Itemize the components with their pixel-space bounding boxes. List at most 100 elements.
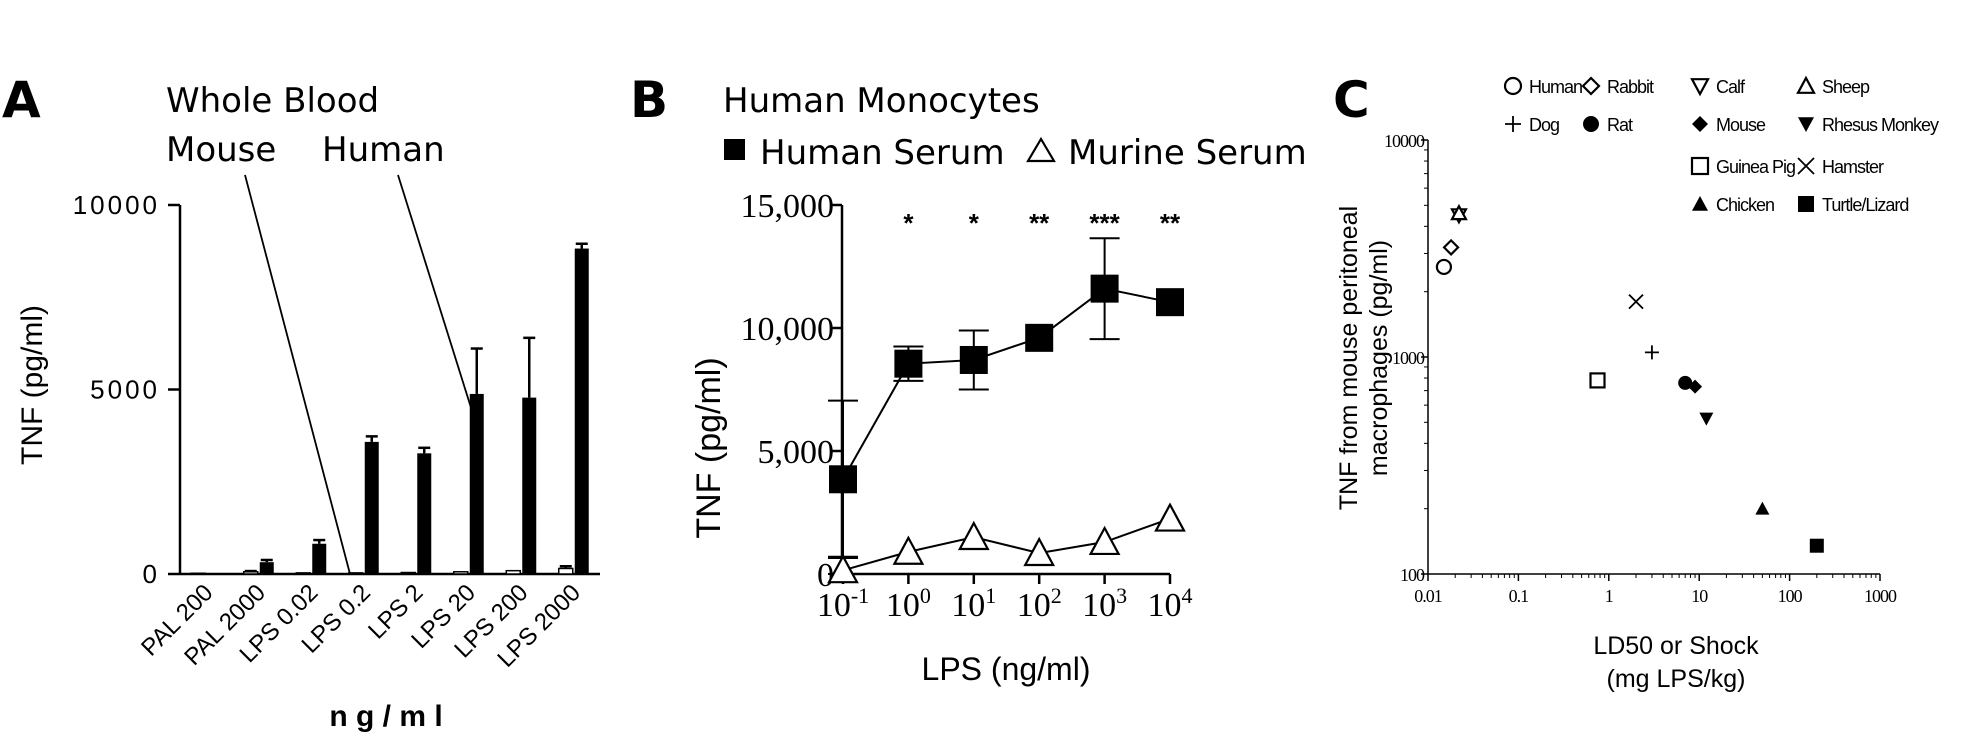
panel-b-y-tick-label: 5,000 — [758, 434, 835, 471]
point-dog — [1644, 345, 1659, 360]
panel-b-x-tick-base: 10 — [951, 587, 985, 624]
significance-marker: * — [903, 208, 914, 238]
panel-b: B Human Monocytes Human Serum Murine Ser… — [630, 71, 1307, 687]
series-line-human-serum — [842, 287, 1171, 480]
legend-human-serum-label: Human Serum — [760, 133, 1005, 173]
point-hamster — [1628, 293, 1644, 310]
human-pointer-line — [397, 174, 479, 431]
significance-marker: ** — [1160, 208, 1181, 238]
bar-human-pal-2000 — [259, 562, 274, 574]
panel-a-mouse-label: Mouse — [166, 130, 276, 170]
legend-marker-rabbit — [1581, 76, 1601, 96]
legend-marker-calf — [1690, 78, 1710, 97]
bar-human-lps-0-2 — [364, 441, 379, 574]
series-line-murine-serum — [842, 517, 1171, 572]
legend-label-human: Human — [1529, 77, 1582, 97]
legend-label-sheep: Sheep — [1822, 77, 1870, 97]
panel-a-y-tick-label: 10000 — [73, 190, 160, 220]
point-human-serum — [829, 465, 857, 494]
point-chicken — [1755, 501, 1770, 515]
panel-b-title: Human Monocytes — [723, 81, 1040, 121]
panel-a-group-label: Whole Blood — [166, 81, 379, 121]
panel-b-ylabel: TNF (pg/ml) — [690, 357, 728, 538]
point-human-serum — [1025, 323, 1054, 352]
panel-b-x-tick-base: 10 — [1148, 587, 1182, 624]
point-murine-serum — [1088, 525, 1121, 556]
bar-mouse-lps-20 — [453, 571, 469, 575]
legend-label-chicken: Chicken — [1716, 195, 1774, 215]
panel-b-x-tick-base: 10 — [1082, 587, 1116, 624]
panel-c-x-tick-label: 0.1 — [1509, 586, 1529, 606]
point-rhesus-monkey — [1699, 412, 1714, 426]
panel-b-y-tick-label: 0 — [817, 557, 834, 594]
panel-b-letter: B — [630, 71, 668, 129]
bar-human-lps-20 — [469, 393, 484, 574]
point-murine-serum — [892, 535, 925, 565]
bar-mouse-lps-2 — [400, 571, 416, 575]
legend-marker-hamster — [1797, 157, 1815, 175]
panel-b-x-tick-label: 104 — [1148, 583, 1193, 624]
point-human-serum — [1156, 288, 1184, 317]
point-mouse — [1688, 379, 1703, 394]
point-sheep — [1450, 203, 1468, 221]
panel-c-y-tick-label: 10000 — [1384, 131, 1425, 151]
panel-b-x-tick-exponent: 1 — [985, 583, 996, 608]
panel-a-xlabel: n g / m l — [329, 700, 442, 733]
panel-b-y-tick-label: 10,000 — [741, 311, 835, 348]
significance-marker: *** — [1089, 208, 1120, 238]
panel-b-x-tick-label: 102 — [1017, 583, 1062, 624]
panel-b-y-tick-label: 15,000 — [741, 188, 835, 225]
mouse-pointer-line — [244, 174, 351, 575]
panel-a-human-label: Human — [322, 130, 445, 170]
legend-label-calf: Calf — [1716, 77, 1746, 97]
bar-human-lps-200 — [522, 397, 537, 574]
legend-marker-mouse — [1692, 116, 1708, 132]
point-murine-serum — [957, 520, 990, 551]
panel-b-x-tick-label: 103 — [1082, 583, 1127, 624]
panel-c-points — [1435, 203, 1824, 553]
panel-c-x-tick-label: 1000 — [1864, 586, 1897, 606]
legend-marker-guinea-pig — [1690, 156, 1710, 176]
point-murine-serum — [1154, 502, 1186, 532]
panel-a: A Whole Blood Mouse Human TNF (pg/ml) n … — [2, 71, 600, 733]
panel-b-x-tick-label: 100 — [886, 583, 931, 624]
panel-b-x-tick-label: 101 — [951, 583, 996, 624]
legend-marker-dog — [1505, 116, 1521, 132]
legend-marker-rat — [1583, 116, 1599, 132]
panel-c-x-tick-label: 100 — [1778, 586, 1803, 606]
panel-b-series — [827, 237, 1186, 584]
panel-c-legend: Human Rabbit Calf Sheep Dog Rat Mouse Rhesus Mo… — [1503, 75, 1940, 215]
point-human-serum — [1090, 274, 1119, 303]
point-human — [1435, 258, 1453, 276]
point-human-serum — [894, 349, 923, 378]
legend-marker-rhesus-monkey — [1798, 117, 1814, 132]
panel-b-x-tick-exponent: 0 — [920, 583, 931, 608]
legend-marker-chicken — [1692, 196, 1708, 211]
panel-a-y-tick-label: 0 — [143, 559, 160, 589]
panel-c-y-tick-label: 1000 — [1392, 348, 1425, 368]
legend-label-guinea-pig: Guinea Pig — [1716, 157, 1795, 177]
panel-c-axes — [1421, 139, 1881, 581]
panel-c-x-tick-label: 1 — [1605, 586, 1613, 606]
significance-marker: ** — [1029, 208, 1050, 238]
bar-human-lps-0-02 — [312, 543, 327, 574]
panel-b-x-tick-base: 10 — [817, 587, 851, 624]
legend-label-hamster: Hamster — [1822, 157, 1884, 177]
panel-b-x-tick-exponent: 4 — [1182, 583, 1193, 608]
panel-c-ylabel-line1: TNF from mouse peritoneal — [1335, 206, 1363, 510]
bar-mouse-lps-2000 — [558, 567, 574, 575]
panel-b-x-tick-base: 10 — [1017, 587, 1051, 624]
bar-human-pal-200 — [207, 573, 222, 575]
panel-c-xlabel-line1: LD50 or Shock — [1593, 632, 1759, 660]
bar-mouse-lps-200 — [505, 569, 521, 575]
panel-b-x-tick-exponent: 3 — [1116, 583, 1127, 608]
point-human-serum — [959, 345, 988, 374]
bar-mouse-pal-200 — [190, 572, 206, 576]
bar-human-lps-2 — [417, 453, 432, 574]
panel-b-xlabel: LPS (ng/ml) — [922, 651, 1091, 687]
panel-c-xlabel-line2: (mg LPS/kg) — [1607, 665, 1746, 693]
panel-c: C TNF from mouse peritoneal macrophages … — [1333, 71, 1940, 693]
legend-label-turtle-lizard: Turtle/Lizard — [1822, 195, 1908, 215]
